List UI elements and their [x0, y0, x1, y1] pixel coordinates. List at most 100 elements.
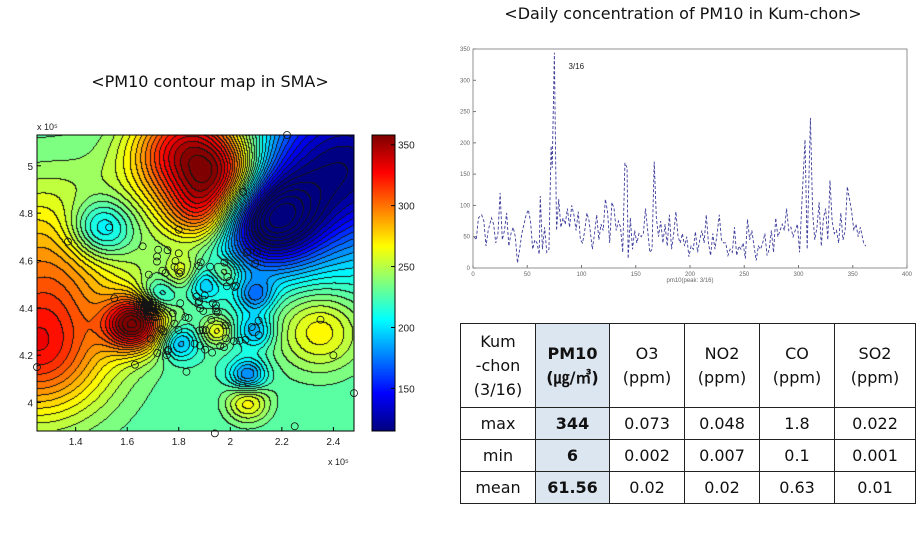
station-marker [153, 349, 162, 357]
station-marker [212, 307, 221, 316]
colorbar-tick-label: 150 [398, 384, 415, 395]
header-cell: O3 (ppm) [609, 323, 685, 408]
colorbar [372, 135, 395, 431]
station-marker [181, 313, 190, 322]
station-marker [239, 187, 248, 196]
station-marker [144, 270, 153, 279]
station-marker [64, 237, 72, 246]
table-cell: 0.02 [609, 471, 685, 504]
station-marker [176, 268, 185, 276]
contour-axes: 1.4 1.6 1.8 2 2.2 2.4 4 4.2 4.4 4.6 4.8 5 x 10⁵ x 10⁵… [19, 122, 415, 467]
x-multiplier: x 10⁵ [328, 457, 349, 467]
station-marker [350, 389, 358, 398]
station-marker [171, 257, 180, 265]
station-marker [290, 422, 299, 431]
header-cell: NO2 (ppm) [684, 323, 760, 408]
y-tick-label: 5 [27, 162, 33, 173]
table-row: max 344 0.073 0.048 1.8 0.022 [460, 407, 916, 440]
station-marker [138, 242, 147, 251]
x-tick-label: 2 [228, 437, 234, 448]
header-cell: CO (ppm) [759, 323, 835, 408]
station-marker [174, 225, 183, 234]
table-cell: 1.8 [759, 407, 835, 440]
station-marker [176, 299, 185, 308]
station-marker [254, 331, 263, 339]
row-label: min [460, 439, 536, 472]
station-marker [33, 363, 41, 371]
station-marker [110, 294, 119, 303]
x-tick-label: 400 [902, 272, 913, 278]
station-marker [196, 341, 204, 350]
colorbar-tick-label: 350 [398, 141, 415, 152]
table-cell: 0.002 [609, 439, 685, 472]
station-marker [153, 257, 161, 266]
table-row: min 6 0.002 0.007 0.1 0.001 [460, 439, 916, 472]
colorbar-tick-label: 300 [398, 202, 415, 213]
station-marker [157, 325, 166, 334]
x-tick-label: 100 [576, 272, 587, 278]
station-marker [146, 334, 155, 343]
y-tick-label: 150 [460, 172, 471, 178]
table-cell: 0.01 [834, 471, 916, 504]
peak-annotation: 3/16 [568, 62, 584, 71]
station-marker [251, 259, 260, 268]
station-marker [163, 351, 171, 360]
station-marker [195, 326, 204, 335]
station-marker [210, 429, 219, 438]
table-cell: 0.1 [759, 439, 835, 472]
station-marker [199, 307, 208, 315]
colorbar-box [371, 134, 396, 432]
station-marker [201, 326, 210, 335]
table-cell: 0.007 [684, 439, 760, 472]
station-marker [243, 248, 252, 256]
table-cell: 0.048 [684, 407, 760, 440]
station-marker [206, 262, 215, 271]
station-marker [196, 258, 205, 267]
station-marker [220, 258, 229, 267]
x-tick-label: 200 [685, 272, 696, 278]
station-marker [194, 261, 203, 270]
x-tick-label: 1.4 [69, 437, 83, 448]
station-marker [184, 314, 193, 322]
x-tick-label: 250 [739, 272, 750, 278]
station-marker [207, 316, 216, 324]
y-tick-label: 0 [467, 266, 471, 272]
station-marker [247, 323, 256, 331]
x-tick-label: 0 [471, 272, 475, 278]
contour-axes-box [36, 134, 355, 432]
station-marker [223, 272, 232, 281]
station-marker [200, 291, 209, 300]
station-marker [157, 303, 166, 312]
station-marker [241, 335, 250, 344]
y-tick-label: 350 [460, 47, 471, 53]
x-tick-label: 150 [631, 272, 642, 278]
header-cell-pm10: PM10 (㎍/㎥) [535, 323, 610, 408]
table-header-row: Kum -chon (3/16) PM10 (㎍/㎥) O3 (ppm) NO2 (ppm… [460, 323, 916, 408]
header-cell: Kum -chon (3/16) [460, 323, 536, 408]
line-chart: 0 50 100 150 200 250 300 350 400 0 50 100 150 200 250 3… [460, 47, 913, 284]
station-marker [131, 360, 139, 369]
station-marker [221, 334, 230, 343]
station-marker [154, 245, 163, 254]
station-marker [144, 312, 153, 321]
station-marker [283, 131, 291, 139]
station-marker [190, 339, 199, 348]
station-marker [231, 281, 240, 290]
table-cell-pm10: 6 [535, 439, 610, 472]
x-tick-label: 50 [524, 272, 531, 278]
table-cell: 0.02 [684, 471, 760, 504]
y-tick-label: 100 [460, 203, 471, 209]
station-marker [230, 337, 238, 346]
header-cell: SO2 (ppm) [834, 323, 916, 408]
station-marker [175, 269, 184, 278]
colorbar-tick-label: 200 [398, 323, 415, 334]
station-marker [158, 266, 167, 275]
x-tick-label: 2.4 [326, 437, 340, 448]
table-cell: 0.073 [609, 407, 685, 440]
station-marker [151, 313, 160, 322]
x-tick-label: 1.8 [172, 437, 186, 448]
station-marker [208, 348, 217, 357]
y-tick-label: 200 [460, 141, 471, 147]
row-label: mean [460, 471, 536, 504]
pollutant-table: Kum -chon (3/16) PM10 (㎍/㎥) O3 (ppm) NO2 (ppm… [460, 323, 916, 504]
